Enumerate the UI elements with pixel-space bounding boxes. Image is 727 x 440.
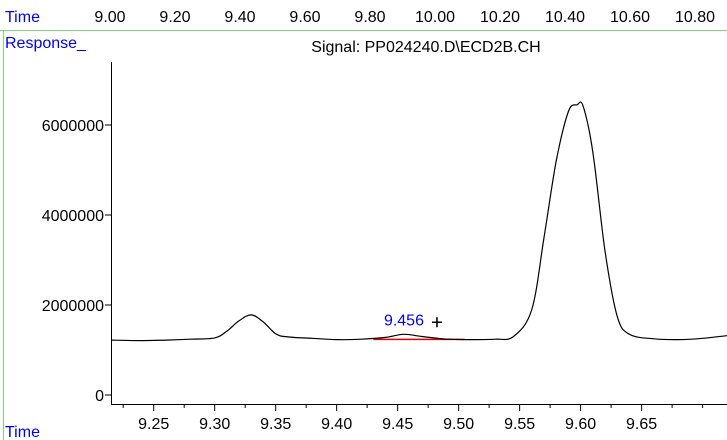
x-axis-label: Time — [5, 424, 40, 440]
top-ruler-tick-label: 9.60 — [289, 9, 320, 26]
x-tick-label: 9.35 — [260, 416, 291, 433]
top-ruler-tick-label: 9.00 — [94, 9, 125, 26]
x-tick-label: 9.45 — [382, 416, 413, 433]
top-ruler-tick-label: 10.00 — [415, 9, 455, 26]
signal-trace — [110, 101, 727, 342]
top-ruler-tick-label: 9.20 — [159, 9, 190, 26]
x-tick-label: 9.40 — [321, 416, 352, 433]
peak-apex-marker — [431, 317, 442, 328]
x-tick-label: 9.30 — [199, 416, 230, 433]
y-tick-label: 4000000 — [42, 208, 104, 225]
y-tick-label: 0 — [95, 388, 104, 405]
x-tick-label: 9.50 — [443, 416, 474, 433]
chart-title: Signal: PP024240.D\ECD2B.CH — [311, 39, 540, 56]
peak-label: 9.456 — [384, 312, 424, 329]
top-ruler-tick-label: 10.40 — [545, 9, 585, 26]
top-ruler-label: Time — [5, 9, 40, 26]
x-ticks: 9.25 9.30 9.35 9.40 9.45 9.50 9.55 9.60 9.65 — [138, 404, 657, 433]
peak-annotations: 9.456 — [384, 312, 442, 329]
top-ruler-tick-label: 10.60 — [610, 9, 650, 26]
top-ruler-ticks: 9.00 9.20 9.40 9.60 9.80 10.00 10.20 10.40 10.60… — [94, 9, 715, 26]
top-ruler-tick-label: 10.80 — [675, 9, 715, 26]
x-tick-label: 9.25 — [138, 416, 169, 433]
top-ruler-tick-label: 9.80 — [354, 9, 385, 26]
y-ticks: 0 2000000 4000000 6000000 — [42, 118, 111, 405]
y-tick-label: 6000000 — [42, 118, 104, 135]
x-minor-ticks — [122, 404, 704, 408]
y-tick-label: 2000000 — [42, 298, 104, 315]
x-tick-label: 9.60 — [565, 416, 596, 433]
top-ruler-tick-label: 10.20 — [480, 9, 520, 26]
y-axis-label: Response_ — [5, 35, 87, 52]
x-tick-label: 9.55 — [504, 416, 535, 433]
top-ruler-tick-label: 9.40 — [224, 9, 255, 26]
x-tick-label: 9.65 — [626, 416, 657, 433]
top-time-ruler: Time 9.00 9.20 9.40 9.60 9.80 10.00 10.20 10.40… — [0, 9, 727, 31]
